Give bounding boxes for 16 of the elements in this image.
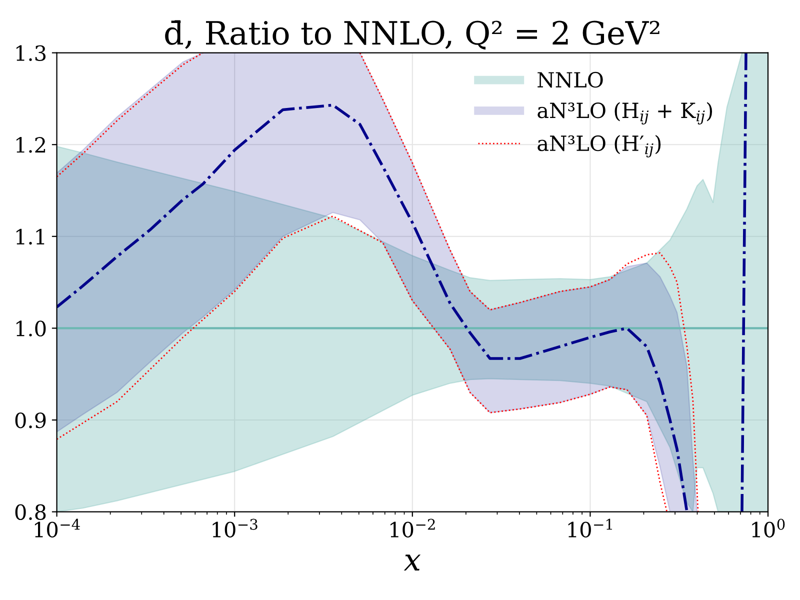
x-tick-label: 10$^{−1}$ [568, 518, 612, 538]
y-tick-label: 1.3 [16, 45, 46, 62]
x-tick-label: 10$^{0}$ [752, 518, 785, 538]
legend-label: aN³LO (H$_{ij}$ + K$_{ij}$) [538, 102, 712, 124]
y-tick-label: 1.0 [16, 320, 46, 336]
x-axis-title: x [404, 554, 421, 570]
chart-title: d̄, Ratio to NNLO, Q² = 2 GeV² [165, 20, 660, 50]
y-tick-label: 0.9 [15, 412, 46, 428]
y-tick-label: 1.1 [16, 228, 44, 245]
x-tick-label: 10$^{−2}$ [390, 518, 435, 538]
y-tick-label: 1.2 [16, 137, 46, 153]
x-tick-label: 10$^{−4}$ [34, 518, 80, 538]
legend-label: aN³LO (H′$_{ij}$) [538, 135, 661, 158]
legend-label: NNLO [538, 72, 603, 88]
y-tick-label: 0.8 [15, 504, 46, 520]
x-tick-label: 10$^{−3}$ [212, 518, 258, 538]
